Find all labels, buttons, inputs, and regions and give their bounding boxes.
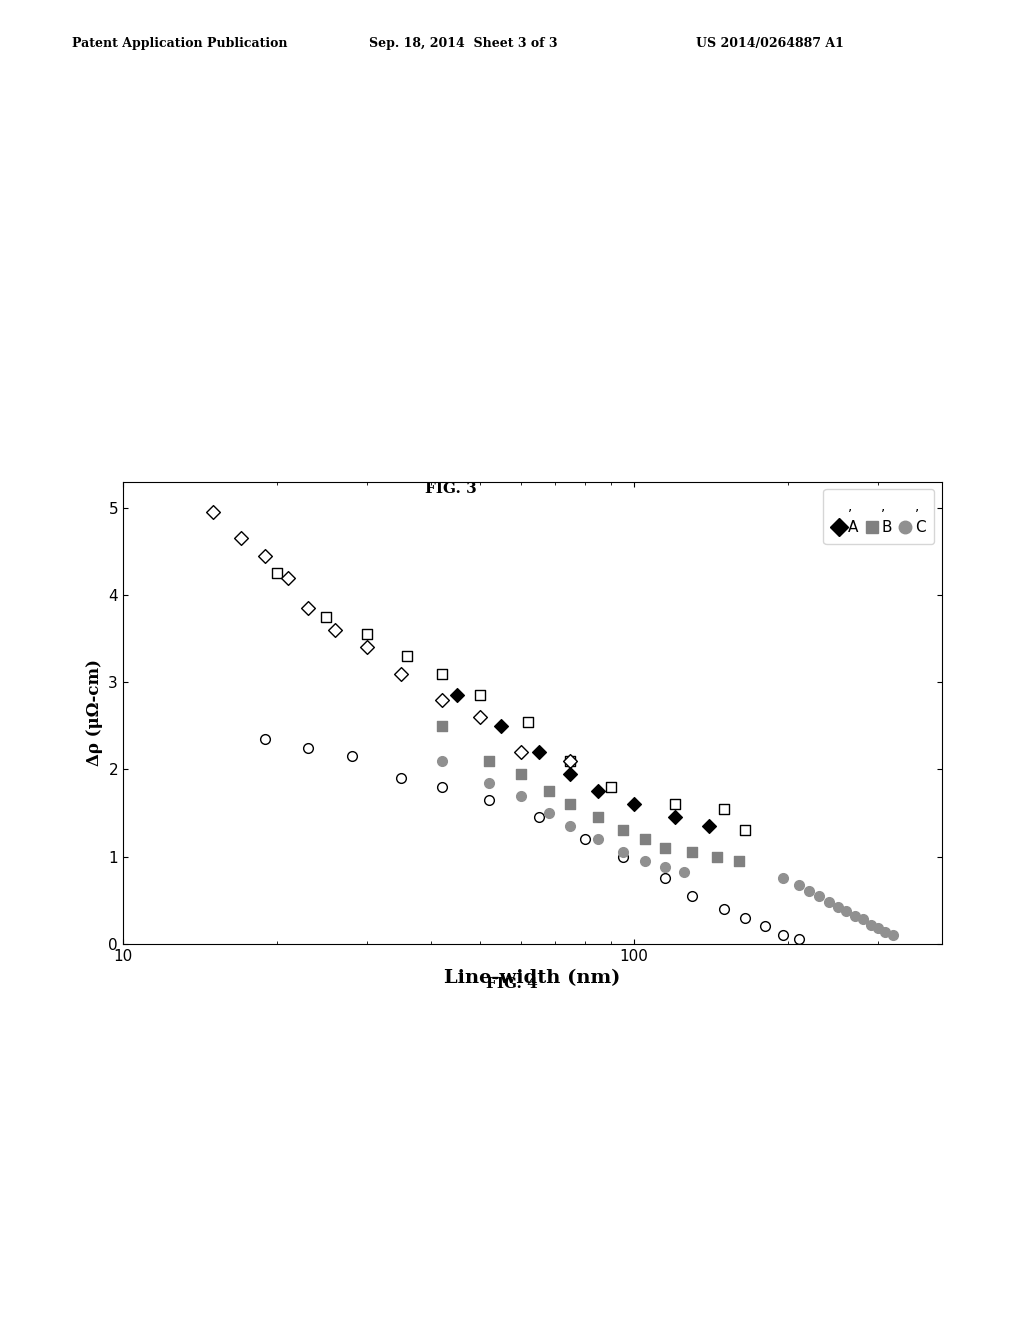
Point [667, 807, 683, 828]
Point [603, 776, 620, 797]
Point [774, 924, 791, 945]
Point [481, 772, 498, 793]
Point [577, 829, 593, 850]
Point [433, 715, 450, 737]
Point [205, 502, 221, 523]
Point [614, 820, 631, 841]
Point [562, 750, 579, 771]
Point [399, 645, 416, 667]
Point [716, 899, 732, 920]
Point [300, 737, 316, 758]
Point [433, 750, 450, 771]
Point [737, 907, 754, 928]
Point [513, 742, 529, 763]
Point [801, 880, 817, 902]
Point [590, 780, 606, 801]
Text: B: B [402, 187, 415, 206]
Point [829, 896, 846, 917]
Point [847, 906, 863, 927]
Point [626, 793, 642, 814]
Point [433, 776, 450, 797]
Point [481, 750, 498, 771]
Text: FIG. 3: FIG. 3 [425, 482, 476, 496]
Point [393, 663, 410, 684]
Point [590, 829, 606, 850]
Point [472, 706, 488, 727]
Text: Sep. 18, 2014  Sheet 3 of 3: Sep. 18, 2014 Sheet 3 of 3 [369, 37, 557, 50]
Point [885, 924, 901, 945]
Text: <100>: <100> [263, 242, 308, 255]
Point [358, 624, 375, 645]
Point [520, 711, 537, 733]
Text: C: C [525, 187, 538, 206]
Point [232, 528, 249, 549]
Point [637, 829, 653, 850]
Point [343, 746, 359, 767]
Point [878, 921, 894, 942]
Text: <110>: <110> [386, 242, 431, 255]
Legend: ,, A, ,, B, ,, C: ,, A, ,, B, ,, C [823, 490, 935, 544]
Point [870, 917, 887, 939]
Point [562, 763, 579, 784]
Point [855, 909, 871, 931]
Point [657, 837, 674, 858]
Text: <111>: <111> [509, 242, 554, 255]
Point [657, 857, 674, 878]
Point [657, 867, 674, 888]
Point [737, 820, 754, 841]
Point [562, 816, 579, 837]
Point [862, 913, 879, 935]
Text: A: A [280, 187, 292, 206]
Point [676, 862, 692, 883]
Point [541, 780, 557, 801]
X-axis label: Line-width (nm): Line-width (nm) [444, 969, 621, 987]
Point [684, 842, 700, 863]
Point [700, 816, 717, 837]
Point [791, 929, 807, 950]
Y-axis label: Δρ (μΩ-cm): Δρ (μΩ-cm) [86, 659, 102, 767]
Point [358, 636, 375, 657]
Point [300, 598, 316, 619]
Point [839, 900, 855, 921]
Point [774, 867, 791, 888]
Point [590, 807, 606, 828]
Text: FIG. 4: FIG. 4 [486, 977, 538, 991]
Point [730, 850, 746, 871]
Point [791, 874, 807, 895]
Point [513, 763, 529, 784]
Point [637, 850, 653, 871]
Point [481, 789, 498, 810]
Point [614, 842, 631, 863]
Point [433, 663, 450, 684]
Text: US 2014/0264887 A1: US 2014/0264887 A1 [696, 37, 844, 50]
Point [318, 606, 335, 627]
Point [614, 846, 631, 867]
Point [257, 545, 273, 566]
Point [327, 619, 343, 640]
Point [811, 886, 827, 907]
Point [513, 785, 529, 807]
Point [562, 793, 579, 814]
Point [268, 562, 285, 583]
Point [562, 750, 579, 771]
Point [820, 891, 837, 912]
Point [472, 685, 488, 706]
Text: Patent Application Publication: Patent Application Publication [72, 37, 287, 50]
Point [530, 807, 547, 828]
Point [541, 803, 557, 824]
Point [433, 689, 450, 710]
Point [257, 729, 273, 750]
Point [716, 799, 732, 820]
Point [684, 886, 700, 907]
Point [667, 793, 683, 814]
Point [530, 742, 547, 763]
Point [449, 685, 465, 706]
Point [709, 846, 725, 867]
Point [494, 715, 510, 737]
Point [393, 768, 410, 789]
Point [280, 568, 296, 589]
Point [757, 916, 773, 937]
